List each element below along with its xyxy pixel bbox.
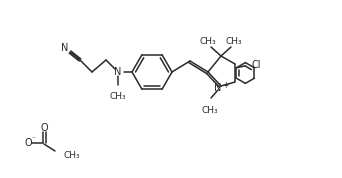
Text: N: N	[114, 67, 122, 77]
Text: +: +	[222, 80, 228, 90]
Text: ⁻: ⁻	[31, 135, 35, 143]
Text: N: N	[61, 43, 69, 53]
Text: O: O	[24, 138, 32, 148]
Text: CH₃: CH₃	[200, 38, 216, 46]
Text: O: O	[40, 123, 48, 133]
Text: N: N	[214, 83, 222, 93]
Text: CH₃: CH₃	[226, 38, 242, 46]
Text: Cl: Cl	[251, 60, 261, 70]
Text: CH₃: CH₃	[110, 92, 126, 101]
Text: CH₃: CH₃	[202, 106, 218, 115]
Text: CH₃: CH₃	[63, 151, 80, 161]
